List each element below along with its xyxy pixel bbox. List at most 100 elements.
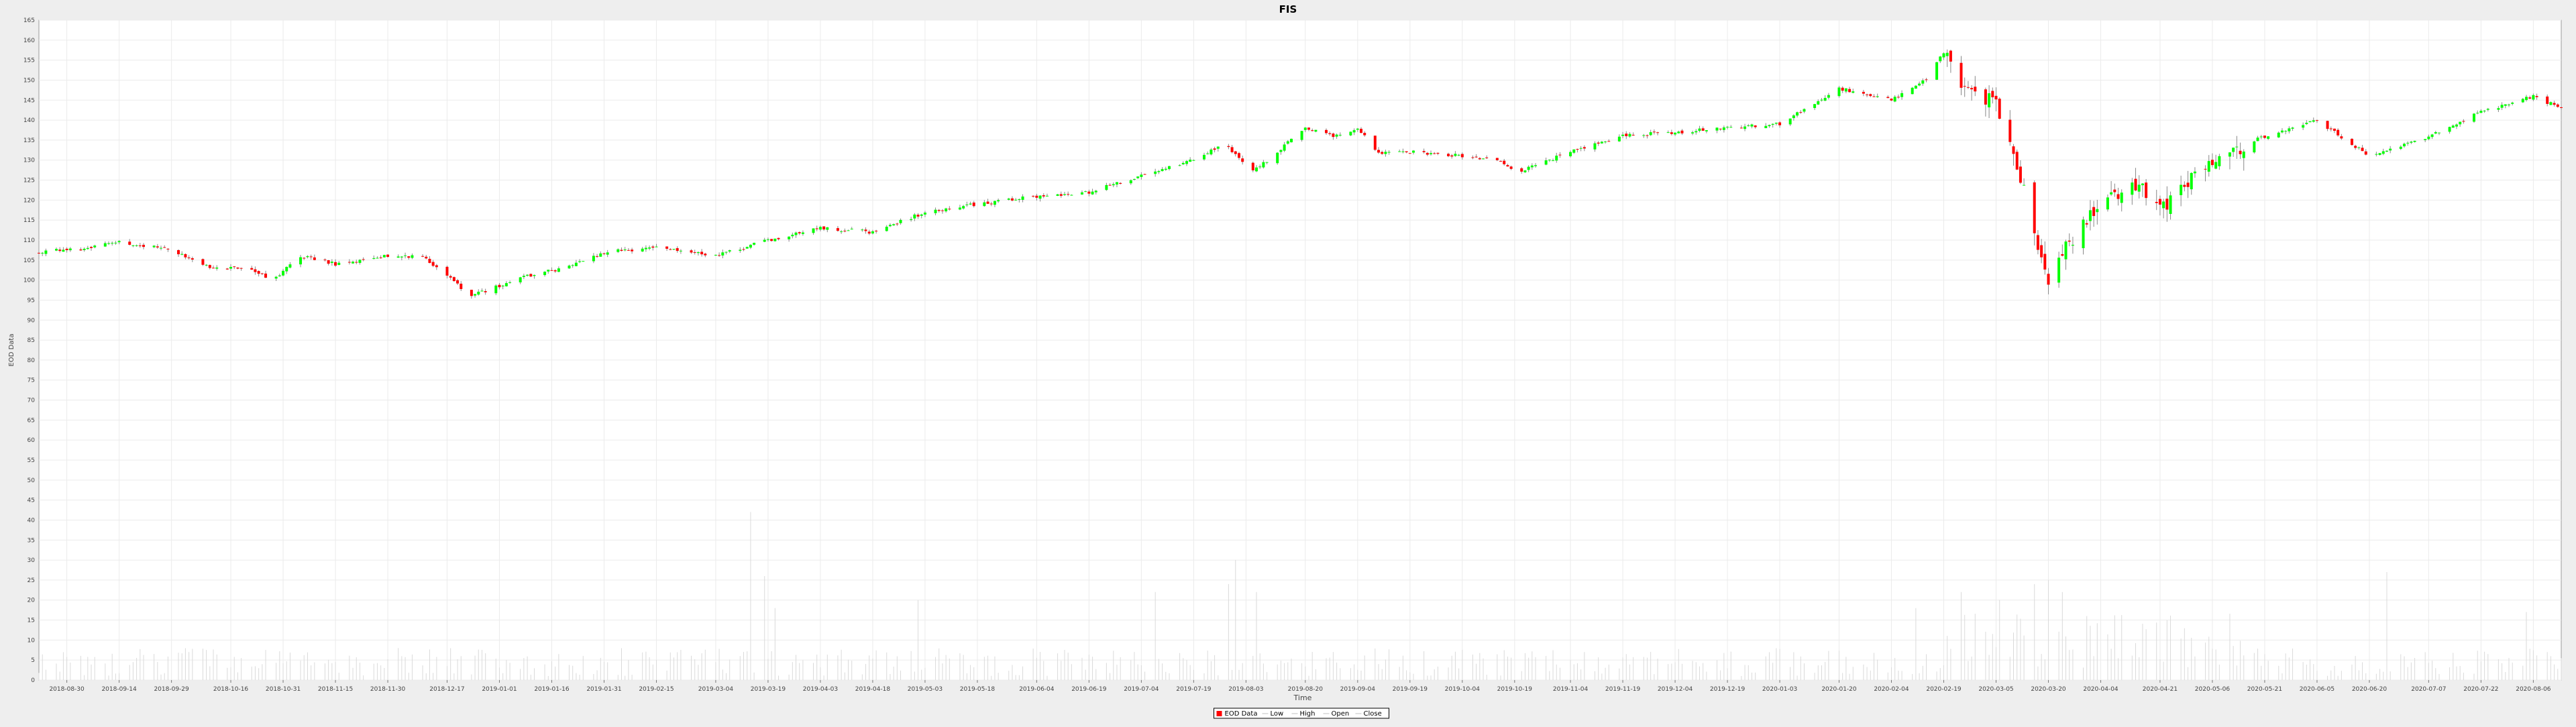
- candle-up: [749, 244, 752, 248]
- candle-up: [103, 243, 107, 247]
- candle-up: [983, 202, 986, 207]
- candle-up: [2023, 184, 2026, 186]
- candle-down: [1381, 152, 1384, 154]
- candle-up: [68, 248, 72, 251]
- y-tick-label: 80: [28, 357, 36, 364]
- x-tick-label: 2018-10-31: [266, 686, 301, 693]
- candle-up: [160, 247, 163, 249]
- candle-up: [1132, 178, 1136, 180]
- x-tick-label: 2019-01-16: [534, 686, 570, 693]
- candle-up: [2504, 104, 2507, 106]
- candle-down: [986, 201, 989, 204]
- candle-down: [264, 273, 268, 278]
- axis-layer: 0 5 10 15 20 25 30 35 40 45 50 55 60 65 70 75 80 85 90 95 10…: [23, 17, 2551, 693]
- x-tick-label: 2019-08-03: [1228, 686, 1263, 693]
- candle-up: [2399, 146, 2402, 150]
- candle-up: [2137, 184, 2141, 192]
- candle-up: [1384, 152, 1387, 154]
- y-tick-label: 60: [28, 437, 36, 444]
- candle-up: [1210, 149, 1213, 155]
- candle-up: [1157, 171, 1161, 172]
- candle-down: [596, 256, 599, 257]
- candle-up: [2088, 210, 2092, 221]
- candle-up: [2402, 144, 2406, 147]
- y-tick-label: 145: [23, 97, 35, 104]
- candle-up: [2424, 139, 2427, 140]
- candle-down: [1032, 196, 1035, 197]
- x-tick-label: 2019-09-04: [1340, 686, 1376, 693]
- candle-down: [822, 226, 826, 230]
- candle-up: [2305, 123, 2308, 125]
- candle-down: [777, 237, 780, 239]
- candle-down: [1576, 149, 1579, 150]
- y-tick-label: 85: [28, 337, 35, 344]
- candle-up: [2511, 103, 2514, 104]
- y-tick-label: 10: [28, 637, 36, 644]
- candle-up: [1691, 132, 1695, 133]
- candle-down: [2113, 189, 2116, 192]
- candle-up: [83, 248, 86, 250]
- candle-up: [582, 261, 585, 262]
- y-axis-label: EOD Data: [8, 334, 15, 367]
- x-tick-label: 2019-11-04: [1553, 686, 1589, 693]
- candle-down: [1234, 151, 1237, 154]
- candle-up: [2427, 136, 2430, 139]
- candle-up: [2214, 162, 2218, 169]
- candle-up: [282, 270, 285, 276]
- candle-up: [1105, 184, 1108, 190]
- candle-down: [704, 254, 707, 256]
- candle-up: [306, 256, 309, 258]
- candle-up: [543, 272, 547, 276]
- candle-down: [2165, 199, 2169, 210]
- candle-down: [1422, 151, 1426, 152]
- x-tick-label: 2019-07-19: [1176, 686, 1212, 693]
- candle-up: [2064, 241, 2068, 260]
- candle-up: [2120, 192, 2123, 203]
- candle-up: [1140, 174, 1143, 177]
- candle-up: [55, 249, 58, 251]
- candle-up: [2169, 195, 2172, 214]
- y-tick-label: 140: [23, 117, 35, 124]
- candle-down: [1436, 152, 1440, 154]
- candle-up: [934, 209, 937, 213]
- candle-down: [1478, 158, 1481, 160]
- x-tick-label: 2018-08-30: [49, 686, 85, 693]
- candle-down: [362, 259, 365, 260]
- candle-up: [1454, 154, 1457, 156]
- x-tick-label: 2020-05-21: [2247, 686, 2282, 693]
- candle-up: [2430, 134, 2434, 137]
- candle-up: [1600, 142, 1603, 144]
- x-tick-label: 2018-10-16: [213, 686, 249, 693]
- candle-up: [1764, 125, 1768, 129]
- candle-up: [2451, 125, 2455, 128]
- candle-down: [142, 245, 146, 247]
- candle-down: [452, 277, 455, 282]
- candle-down: [1503, 160, 1506, 164]
- candle-up: [1279, 150, 1283, 152]
- candle-down: [620, 249, 623, 251]
- candle-down: [627, 249, 630, 251]
- x-tick-label: 2019-03-19: [751, 686, 786, 693]
- candle-up: [923, 212, 926, 215]
- x-tick-label: 2019-11-19: [1605, 686, 1641, 693]
- candle-up: [135, 245, 138, 246]
- candle-up: [788, 236, 791, 239]
- candle-down: [1447, 154, 1450, 156]
- candle-down: [2008, 119, 2012, 142]
- y-tick-label: 25: [28, 577, 35, 584]
- legend-entry-label: High: [1300, 710, 1316, 718]
- y-tick-label: 135: [23, 137, 35, 144]
- candle-down: [2155, 202, 2158, 203]
- candle-up: [1045, 195, 1049, 197]
- y-tick-label: 105: [23, 258, 35, 264]
- candle-down: [1652, 131, 1656, 133]
- candle-up: [1189, 160, 1192, 162]
- y-tick-label: 50: [28, 478, 36, 484]
- candle-down: [1460, 154, 1464, 158]
- candle-up: [1918, 83, 1921, 86]
- y-tick-label: 5: [31, 657, 35, 664]
- candle-up: [696, 251, 700, 254]
- candle-up: [1555, 156, 1558, 161]
- candle-up: [1387, 152, 1391, 153]
